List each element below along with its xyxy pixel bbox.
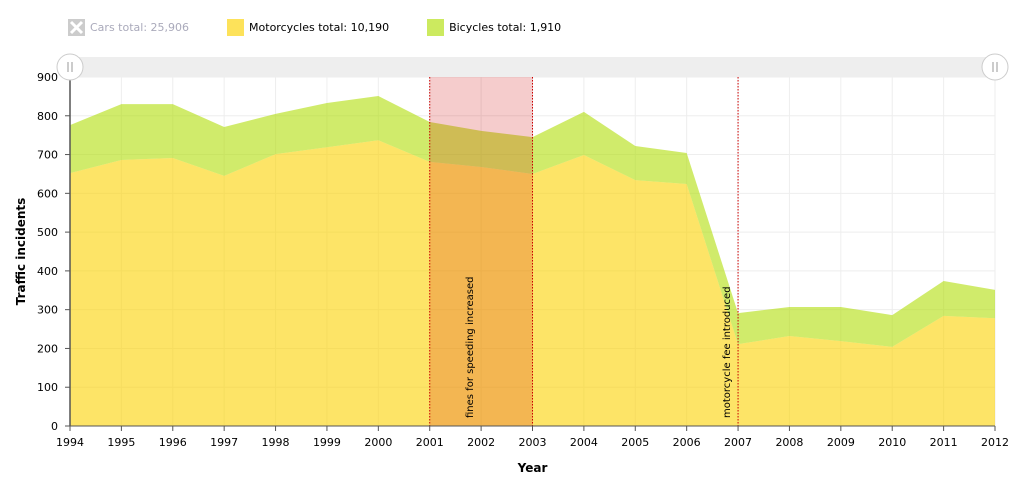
legend: Cars total: 25,906 Motorcycles total: 10…	[68, 19, 599, 36]
x-tick-label: 2012	[981, 436, 1009, 449]
y-tick-label: 400	[37, 265, 58, 278]
grip-icon	[67, 62, 73, 72]
area-bicycles	[70, 96, 995, 347]
y-tick-label: 600	[37, 187, 58, 200]
x-tick-label: 1994	[56, 436, 84, 449]
x-tick-label: 1998	[262, 436, 290, 449]
x-tick-label: 2006	[673, 436, 701, 449]
y-tick-label: 700	[37, 149, 58, 162]
scrollbar-right-handle[interactable]	[981, 53, 1009, 81]
y-tick-label: 100	[37, 381, 58, 394]
x-tick-label: 2001	[416, 436, 444, 449]
x-tick-label: 2008	[775, 436, 803, 449]
legend-label: Cars total: 25,906	[90, 21, 190, 34]
x-tick-label: 2010	[878, 436, 906, 449]
x-tick-label: 2011	[930, 436, 958, 449]
y-tick-label: 200	[37, 342, 58, 355]
x-tick-label: 2004	[570, 436, 598, 449]
x-tick-label: 1997	[210, 436, 238, 449]
x-tick-label: 2005	[621, 436, 649, 449]
x-tick-label: 2009	[827, 436, 855, 449]
x-tick-label: 2003	[519, 436, 547, 449]
legend-item-cars[interactable]: Cars total: 25,906	[68, 19, 189, 36]
y-tick-label: 900	[37, 71, 58, 84]
guide-label: motorcycle fee introduced	[722, 286, 733, 418]
x-axis-title: Year	[517, 461, 548, 475]
legend-label: Bicycles total: 1,910	[449, 21, 562, 34]
x-tick-label: 2000	[364, 436, 392, 449]
legend-item-motorcycles[interactable]: Motorcycles total: 10,190	[227, 19, 389, 36]
y-tick-label: 0	[51, 420, 58, 433]
legend-swatch	[227, 19, 245, 36]
y-tick-label: 500	[37, 226, 58, 239]
area-motorcycles	[70, 140, 995, 427]
scrollbar[interactable]	[70, 57, 995, 77]
guide-label: fines for speeding increased	[465, 277, 476, 418]
legend-item-bicycles[interactable]: Bicycles total: 1,910	[427, 19, 561, 36]
scrollbar-left-handle[interactable]	[56, 53, 84, 81]
x-tick-label: 1999	[313, 436, 341, 449]
x-tick-label: 2007	[724, 436, 752, 449]
grip-icon	[992, 62, 998, 72]
guide-band	[429, 77, 533, 426]
x-tick-label: 1995	[107, 436, 135, 449]
y-tick-label: 800	[37, 110, 58, 123]
y-tick-label: 300	[37, 304, 58, 317]
hidden-series-x-icon	[68, 19, 85, 36]
legend-swatch	[427, 19, 445, 36]
x-tick-label: 1996	[159, 436, 187, 449]
y-axis-title: Traffic incidents	[14, 198, 28, 306]
legend-label: Motorcycles total: 10,190	[249, 21, 390, 34]
x-tick-label: 2002	[467, 436, 495, 449]
